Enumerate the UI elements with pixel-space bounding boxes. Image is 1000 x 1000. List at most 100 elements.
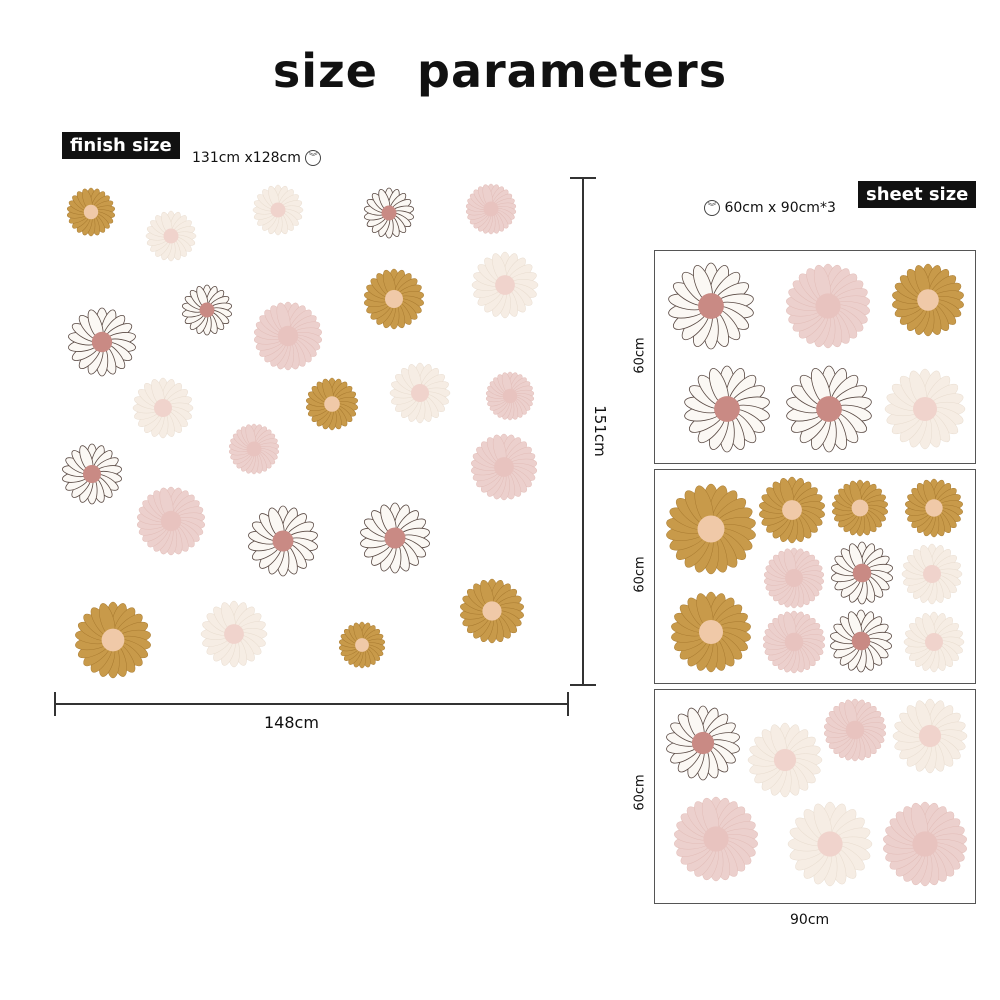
width-label: 148cm [264,713,319,732]
flower-mustard [75,601,151,679]
flower-center [925,633,943,651]
height-dimension-line [570,177,596,686]
sheet-size-text: 60cm x 90cm*3 [724,200,836,216]
flower-cream [903,611,965,673]
flower-center [691,731,715,755]
flower-center [852,563,872,583]
flower-white [786,365,872,453]
flower-center [494,457,514,477]
flower-mustard [66,187,116,237]
flower-center [851,499,869,517]
flower-mustard [832,479,888,537]
flower-pink [674,796,758,882]
flower-center [83,465,101,483]
flower-center [154,399,172,417]
flower-white [666,705,740,781]
flower-pink [883,801,967,887]
flower-pink [763,547,825,609]
height-label: 151cm [590,405,609,457]
flower-center [199,302,215,318]
flower-center [495,275,515,295]
flower-mustard [905,478,963,538]
flower-pink [823,698,887,762]
flower-pink [762,610,826,674]
flower-center [816,396,842,422]
sheet-2-height-label: 60cm [632,556,648,593]
chevron-down-circle-icon: ︾ [305,150,322,166]
flower-white [360,502,430,574]
sheet-size-tag: sheet size [858,181,977,208]
flower-center [845,720,865,740]
flower-cream [252,184,304,236]
width-dimension-line [54,692,569,716]
flower-center [277,325,299,347]
flower-center [482,601,502,621]
flower-white [363,187,415,239]
flower-pink [786,263,870,349]
flower-center [381,205,397,221]
flower-white [181,284,233,336]
flower-cream [389,362,451,424]
flower-center [91,331,113,353]
finish-size-value: 131cm x128cm ︾ [192,150,322,166]
flower-cream [884,368,966,450]
flower-mustard [338,621,386,669]
flower-pink [136,486,206,556]
flower-cream [200,600,268,668]
flower-mustard [892,263,964,337]
flower-white [668,262,754,350]
finish-size-text: 131cm x128cm [192,150,301,166]
flower-cream [901,543,963,605]
flower-center [699,620,723,644]
flower-center [355,638,369,652]
flower-center [270,202,286,218]
flower-mustard [759,476,825,544]
flower-white [248,505,318,577]
flower-center [817,831,843,857]
flower-white [68,307,136,377]
flower-center [923,565,941,583]
flower-center [912,831,938,857]
flower-cream [787,801,873,887]
flower-mustard [305,377,359,431]
flower-mustard [364,268,424,330]
flower-white [684,365,770,453]
flower-center [83,204,99,220]
flower-center [246,441,262,457]
flower-white [62,443,122,505]
flower-center [703,826,729,852]
flower-cream [747,722,823,798]
flower-center [483,201,499,217]
flower-white [831,541,893,605]
page-title: size parameters [272,44,728,98]
flower-pink [253,301,323,371]
sheet-3-height-label: 60cm [632,774,648,811]
chevron-down-circle-icon: ︾ [704,200,720,216]
flower-center [784,632,804,652]
flower-pink [465,183,517,235]
flower-center [782,500,802,520]
flower-center [925,499,943,517]
flower-center [785,569,803,587]
flower-cream [145,210,197,262]
sheet-width-label: 90cm [790,912,830,928]
flower-center [324,396,340,412]
flower-pink [470,433,538,501]
flower-cream [892,698,968,774]
flower-pink [228,423,280,475]
sheet-1-height-label: 60cm [632,337,648,374]
flower-white [830,609,892,673]
flower-center [773,748,797,772]
flower-pink [485,371,535,421]
flower-center [815,293,841,319]
flower-center [918,724,942,748]
sheet-size-value: ︾ 60cm x 90cm*3 [704,200,836,216]
flower-cream [471,251,539,319]
flower-center [384,527,406,549]
flower-center [160,510,182,532]
flower-center [502,388,518,404]
flower-center [385,290,403,308]
flower-mustard [460,578,524,644]
flower-center [851,631,871,651]
